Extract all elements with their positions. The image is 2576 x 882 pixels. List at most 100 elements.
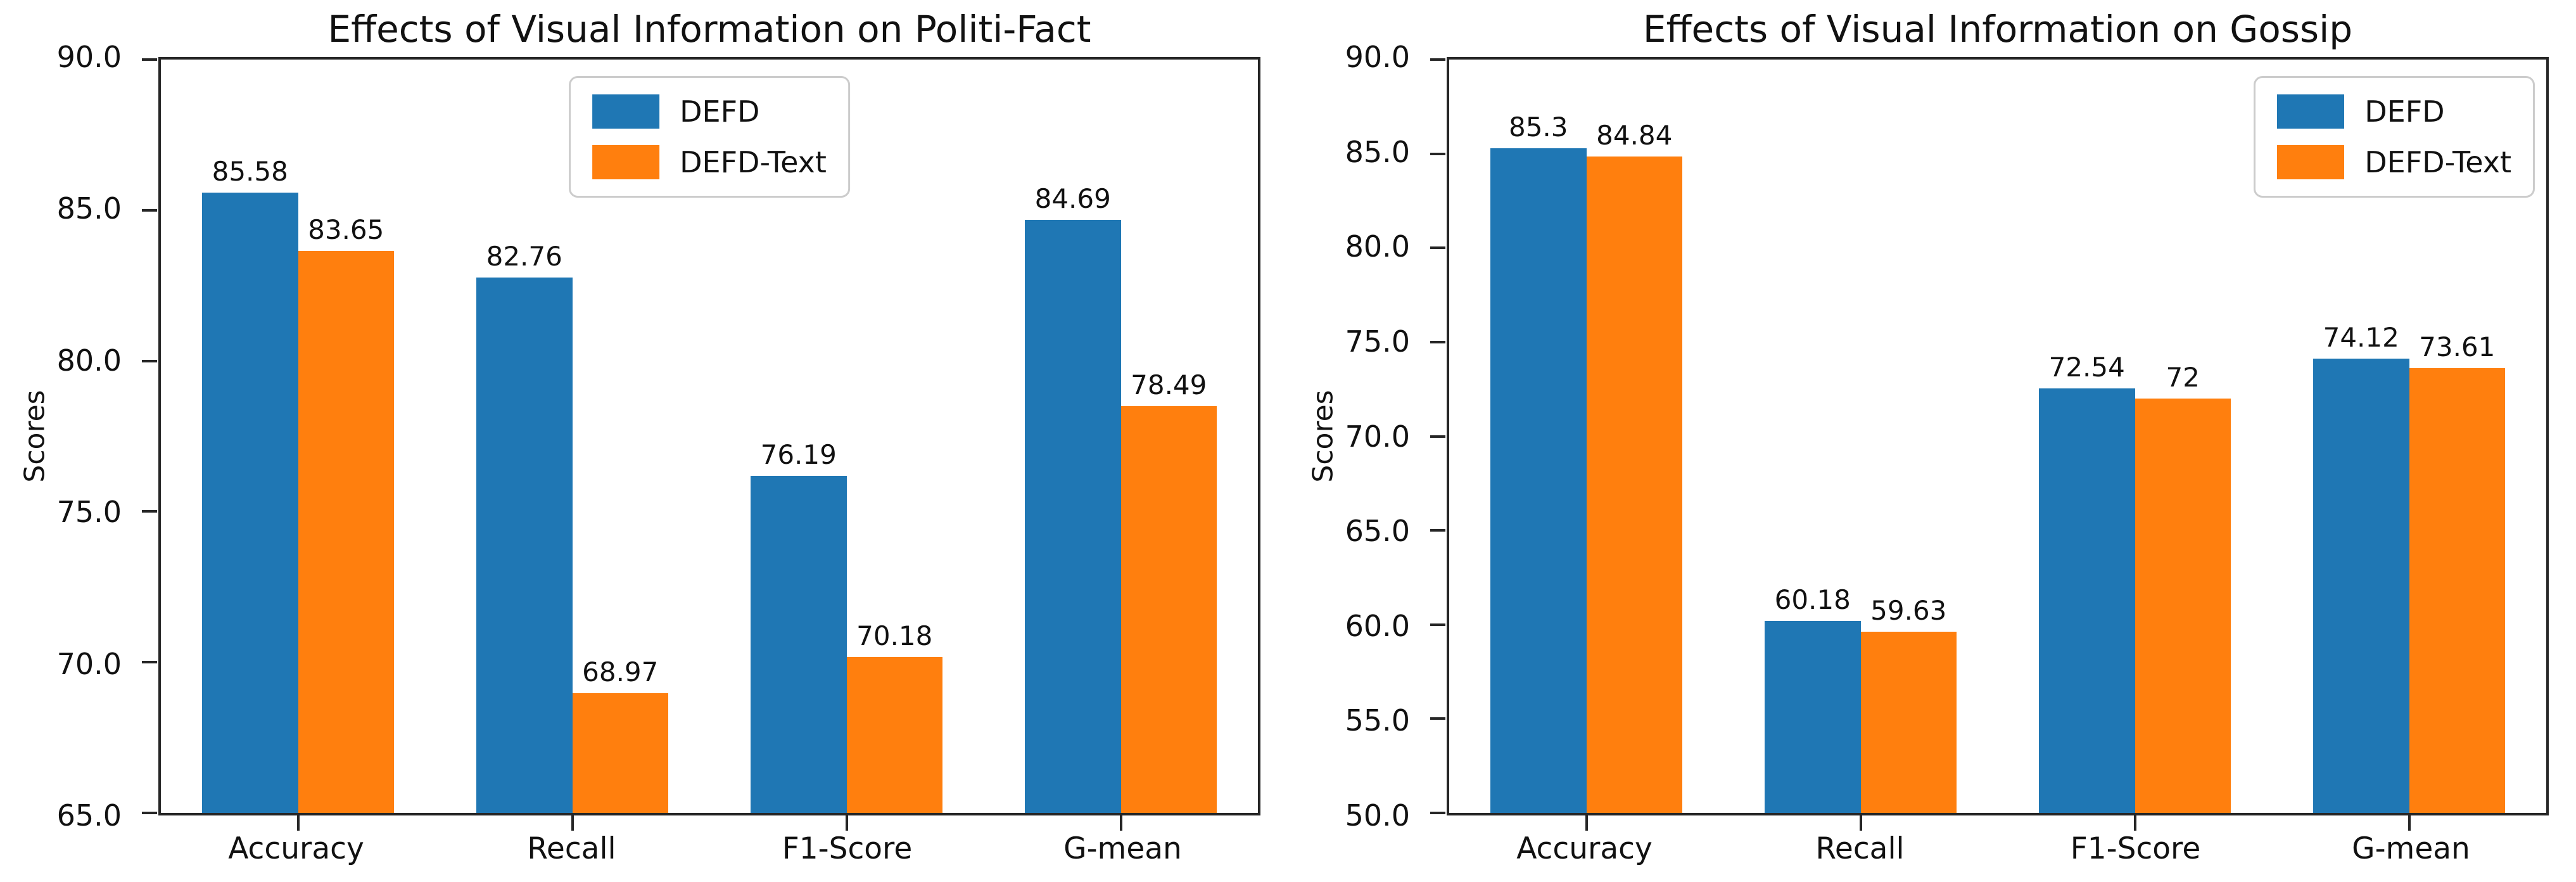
- y-tick-label: 70.0: [56, 646, 122, 681]
- x-axis-tick-labels: Accuracy Recall F1-Score G-mean: [1447, 831, 2549, 866]
- bar-value-label: 82.76: [486, 241, 562, 272]
- legend-swatch-defd-text: [2277, 145, 2345, 179]
- bar-defd-text-accuracy: [298, 251, 395, 813]
- bar-group-accuracy: 85.58 83.65: [161, 60, 435, 813]
- bar-value-label: 74.12: [2323, 322, 2399, 354]
- x-tick-label-accuracy: Accuracy: [228, 831, 364, 866]
- legend-entry-defd-text: DEFD-Text: [592, 145, 827, 179]
- y-tick-label: 90.0: [1345, 40, 1410, 74]
- bar-defd-text-recall: [1860, 631, 1957, 813]
- barwrap: 74.12: [2313, 60, 2409, 813]
- plot-area: 85.3 84.84 60.18 59.63 72.54 72 74.12 73.61 DEF…: [1430, 57, 2549, 831]
- bar-group-f1-score: 72.54 72: [1998, 60, 2272, 813]
- bar-value-label: 85.58: [212, 156, 288, 188]
- bar-value-label: 70.18: [856, 620, 933, 651]
- bar-defd-accuracy: [1490, 148, 1587, 813]
- bar-value-label: 72: [2166, 362, 2200, 393]
- bar-defd-recall: [476, 278, 573, 813]
- bar-value-label: 72.54: [2048, 352, 2125, 383]
- y-tick-label: 75.0: [1345, 324, 1410, 359]
- y-tick-label: 65.0: [1345, 514, 1410, 549]
- bar-value-label: 78.49: [1131, 369, 1207, 401]
- bar-defd-text-g-mean: [1120, 406, 1217, 813]
- legend-swatch-defd: [2277, 94, 2345, 129]
- y-tick-mark: [142, 58, 157, 61]
- legend-label: DEFD-Text: [680, 145, 827, 179]
- bar-group-f1-score: 76.19 70.18: [709, 60, 984, 813]
- bar-group-recall: 82.76 68.97: [435, 60, 709, 813]
- y-tick-mark: [142, 510, 157, 513]
- barwrap: 85.58: [201, 60, 298, 813]
- x-axis-tick-labels: Accuracy Recall F1-Score G-mean: [158, 831, 1260, 866]
- plot-area: 85.58 83.65 82.76 68.97 76.19 70.18 84.69 78.49…: [142, 57, 1260, 831]
- legend-swatch-defd-text: [592, 145, 660, 179]
- chart-gossip: Effects of Visual Information on Gossip …: [1288, 0, 2576, 882]
- x-tick-mark: [571, 815, 574, 831]
- y-tick-label: 85.0: [56, 191, 122, 226]
- legend-entry-defd-text: DEFD-Text: [2277, 145, 2511, 179]
- y-tick-mark: [1430, 246, 1445, 250]
- legend-entry-defd: DEFD: [2277, 94, 2511, 129]
- bar-defd-text-recall: [572, 693, 669, 813]
- bar-group-accuracy: 85.3 84.84: [1449, 60, 1723, 813]
- y-axis-tick-labels: 65.0 70.0 75.0 80.0 85.0 90.0: [0, 42, 122, 830]
- x-tick-label-recall: Recall: [527, 831, 616, 866]
- bar-defd-f1-score: [2038, 388, 2135, 813]
- barwrap: 68.97: [572, 60, 669, 813]
- bar-defd-text-f1-score: [846, 656, 943, 813]
- bar-value-label: 68.97: [582, 656, 659, 688]
- barwrap: 84.84: [1586, 60, 1683, 813]
- y-tick-label: 80.0: [1345, 229, 1410, 264]
- x-tick-label-g-mean: G-mean: [2352, 831, 2470, 866]
- x-tick-mark: [1585, 815, 1588, 831]
- legend: DEFD DEFD-Text: [569, 76, 850, 198]
- y-tick-label: 50.0: [1345, 798, 1410, 833]
- y-tick-mark: [1430, 340, 1445, 343]
- barwrap: 85.3: [1490, 60, 1587, 813]
- x-tick-label-f1-score: F1-Score: [782, 831, 913, 866]
- legend-entry-defd: DEFD: [592, 94, 827, 129]
- x-tick-label-f1-score: F1-Score: [2070, 831, 2201, 866]
- chart-politifact: Effects of Visual Information on Politi-…: [0, 8, 1260, 866]
- barwrap: 76.19: [750, 60, 847, 813]
- barwrap: 72: [2135, 60, 2231, 813]
- bar-value-label: 76.19: [760, 438, 837, 470]
- barwrap: 60.18: [1764, 60, 1861, 813]
- barwrap: 70.18: [846, 60, 943, 813]
- x-tick-mark: [845, 815, 848, 831]
- bar-defd-text-g-mean: [2409, 368, 2506, 813]
- x-tick-label-g-mean: G-mean: [1063, 831, 1182, 866]
- x-tick-mark: [2133, 815, 2136, 831]
- barwrap: 83.65: [298, 60, 395, 813]
- bar-defd-recall: [1764, 621, 1861, 813]
- y-tick-mark: [1430, 623, 1445, 626]
- y-tick-label: 65.0: [56, 798, 122, 833]
- y-tick-mark: [142, 359, 157, 362]
- barwrap: 82.76: [476, 60, 573, 813]
- bar-defd-text-accuracy: [1586, 157, 1683, 813]
- legend-label: DEFD: [680, 94, 760, 129]
- bar-value-label: 59.63: [1870, 594, 1947, 626]
- y-tick-label: 80.0: [56, 343, 122, 378]
- x-tick-mark: [1859, 815, 1862, 831]
- legend-swatch-defd: [592, 94, 660, 129]
- bars-container: 85.58 83.65 82.76 68.97 76.19 70.18 84.69 78.49: [161, 60, 1258, 813]
- y-tick-mark: [142, 208, 157, 212]
- y-tick-mark: [1430, 152, 1445, 155]
- bar-group-g-mean: 84.69 78.49: [984, 60, 1258, 813]
- barwrap: 73.61: [2409, 60, 2506, 813]
- legend-label: DEFD: [2364, 94, 2445, 129]
- x-tick-mark: [1119, 815, 1122, 831]
- barwrap: 84.69: [1024, 60, 1121, 813]
- bar-value-label: 85.3: [1508, 111, 1568, 143]
- bar-defd-g-mean: [2313, 359, 2409, 813]
- bar-value-label: 84.84: [1596, 120, 1673, 151]
- y-tick-label: 70.0: [1345, 419, 1410, 454]
- bar-defd-f1-score: [750, 475, 847, 813]
- barwrap: 78.49: [1120, 60, 1217, 813]
- y-tick-label: 75.0: [56, 495, 122, 530]
- bar-defd-text-f1-score: [2135, 399, 2231, 813]
- bars-container: 85.3 84.84 60.18 59.63 72.54 72 74.12 73.61: [1449, 60, 2546, 813]
- barwrap: 59.63: [1860, 60, 1957, 813]
- x-tick-mark: [2408, 815, 2411, 831]
